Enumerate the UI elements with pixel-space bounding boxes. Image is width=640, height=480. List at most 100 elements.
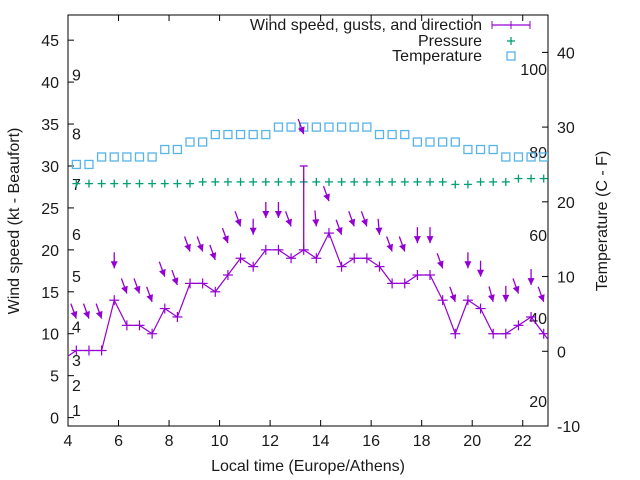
wind-direction-arrow [146,286,154,303]
wind-direction-arrow [284,211,292,227]
y2-tick-label: 40 [557,45,575,62]
wind-point [273,244,284,255]
wind-direction-arrow [234,211,242,227]
wind-point [475,303,486,314]
pressure-point [426,177,435,186]
pressure-point [324,177,333,186]
pressure-point [489,177,498,186]
wind-point [349,253,360,264]
wind-speed-line [68,231,548,357]
wind-point [134,320,145,331]
beaufort-label: 6 [72,227,81,244]
pressure-point [438,177,447,186]
beaufort-label: 2 [72,378,81,395]
wind-point [147,328,158,339]
pressure-point [527,174,536,183]
pressure-point [261,177,270,186]
legend: Wind speed, gusts, and direction Pressur… [250,17,531,65]
temperature-point [311,122,321,132]
temperature-point [513,152,524,162]
wind-point [286,253,297,264]
wind-point [412,270,423,281]
wind-point [425,270,436,281]
y2-tick-label: 0 [557,344,566,361]
pressure-point [198,177,207,186]
temperature-point [463,144,473,155]
y-tick-label: 25 [41,201,59,218]
y-tick-label: 35 [41,117,59,134]
beaufort-label: 5 [72,269,81,286]
wind-direction-arrow [375,218,383,235]
pressure-point [186,179,195,188]
fahrenheit-label: 60 [529,228,547,245]
temperature-point [235,129,246,140]
temperature-point [438,137,448,147]
y2-tick-label: 30 [557,120,575,137]
wind-point [437,295,448,306]
wind-point [513,320,524,331]
y2-tick-label: -10 [557,419,580,436]
y-tick-label: 30 [41,159,59,176]
temperature-point [286,122,296,132]
temperature-point [71,159,81,170]
plot-border [67,14,549,427]
temperature-point [273,122,284,132]
y2-axis-title: Temperature (C - F) [594,151,611,291]
wind-direction-arrow [120,278,128,294]
wind-point [500,328,511,339]
temperature-point [488,144,498,155]
pressure-point [148,179,157,188]
pressure-series [72,174,548,189]
wind-direction-arrow [360,211,368,227]
fahrenheit-label: 20 [529,394,547,411]
pressure-point [223,177,232,186]
pressure-point [337,177,346,186]
beaufort-label: 3 [72,353,81,370]
wind-point [526,311,537,322]
wind-direction-arrow [196,236,204,252]
wind-series [68,118,548,360]
temperature-point [185,137,195,147]
y2-tick-label: 20 [557,195,575,212]
temperature-point [198,137,208,147]
x-tick-label: 20 [463,433,481,450]
temperature-point [412,137,423,147]
wind-direction-arrow [386,236,394,252]
wind-direction-arrow [70,303,78,319]
y-tick-label: 10 [41,327,59,344]
temperature-point [324,122,334,132]
y-tick-label: 20 [41,243,59,260]
wind-point [159,303,170,314]
pressure-point [211,177,220,186]
fahrenheit-label: 100 [520,62,547,79]
temperature-point [475,144,486,155]
wind-direction-arrow [221,227,229,244]
plot-frame [67,14,549,427]
pressure-point [413,177,422,186]
pressure-point [476,177,485,186]
temperature-point [147,152,157,162]
wind-point [185,278,196,289]
legend-label-pressure: Pressure [418,33,482,50]
temperature-point [134,152,145,162]
wind-direction-arrow [209,244,217,261]
pressure-point [274,177,283,186]
wind-point [210,286,221,297]
wind-direction-arrow [477,260,485,277]
pressure-point [173,179,182,188]
wind-direction-arrow [449,286,457,303]
wind-point [235,253,246,264]
wind-direction-arrow [527,269,535,286]
x-tick-label: 12 [261,433,279,450]
y-tick-label: 5 [50,369,59,386]
temperature-point [539,152,548,162]
temperature-point [261,129,271,140]
wind-direction-arrow [348,211,356,227]
wind-direction-arrow [158,261,166,277]
wind-direction-arrow [312,210,320,227]
pressure-point [135,179,144,188]
pressure-point [287,177,296,186]
x-tick-label: 14 [312,433,330,450]
temperature-point [96,152,107,162]
pressure-point [350,177,359,186]
